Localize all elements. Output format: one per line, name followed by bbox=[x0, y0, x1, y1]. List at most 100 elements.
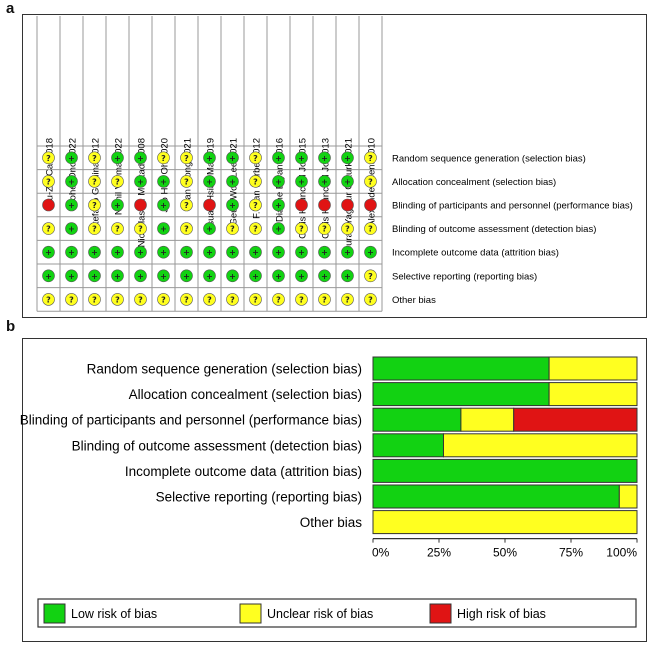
domain-label: Random sequence generation (selection bi… bbox=[392, 153, 586, 164]
judgement-symbol: + bbox=[206, 177, 213, 186]
judgement-symbol: + bbox=[275, 225, 282, 234]
judgement-symbol: ? bbox=[92, 177, 97, 186]
study-label: Chris Hyunchul Jo 2013 bbox=[321, 138, 332, 239]
judgement-low-circle bbox=[272, 198, 285, 212]
x-tick-label: 25% bbox=[427, 546, 451, 560]
judgement-symbol: ? bbox=[138, 295, 143, 304]
study-label: Burak Yagmur Ozturk 2021 bbox=[344, 138, 355, 252]
judgement-low-circle bbox=[42, 269, 55, 283]
judgement-low-circle bbox=[226, 198, 239, 212]
judgement-symbol: ? bbox=[46, 154, 51, 163]
judgement-low-circle bbox=[111, 151, 124, 165]
x-tick-label: 100% bbox=[606, 546, 637, 560]
judgement-symbol: + bbox=[91, 272, 98, 281]
judgement-symbol: + bbox=[68, 154, 75, 163]
judgement-symbol: ? bbox=[184, 225, 189, 234]
judgement-unclear-circle bbox=[42, 151, 55, 165]
judgement-symbol: + bbox=[206, 225, 213, 234]
judgement-unclear-circle bbox=[111, 222, 124, 235]
judgement-high-circle bbox=[134, 198, 147, 212]
judgement-low-circle bbox=[272, 175, 285, 188]
judgement-low-circle bbox=[341, 269, 354, 283]
judgement-low-circle bbox=[65, 151, 78, 165]
judgement-unclear-circle bbox=[88, 175, 101, 188]
domain-label: Blinding of outcome assessment (detectio… bbox=[392, 224, 596, 235]
judgement-low-circle bbox=[111, 269, 124, 283]
judgement-low-circle bbox=[341, 245, 354, 259]
category-label: Incomplete outcome data (attrition bias) bbox=[125, 464, 362, 479]
judgement-symbol: ? bbox=[253, 201, 258, 210]
judgement-unclear-circle bbox=[180, 293, 193, 306]
judgement-unclear-circle bbox=[180, 198, 193, 212]
judgement-symbol: + bbox=[252, 272, 259, 281]
x-tick-label: 0% bbox=[372, 546, 390, 560]
judgement-symbol: + bbox=[68, 248, 75, 257]
judgement-symbol: + bbox=[321, 272, 328, 281]
study-label: You-Zhi Cai 2018 bbox=[45, 138, 56, 211]
judgement-unclear-circle bbox=[88, 293, 101, 306]
judgement-low-circle bbox=[203, 175, 216, 188]
judgement-symbol: + bbox=[229, 154, 236, 163]
judgement-low-circle bbox=[203, 269, 216, 283]
judgement-low-circle bbox=[318, 269, 331, 283]
judgement-unclear-circle bbox=[226, 222, 239, 235]
judgement-symbol: + bbox=[114, 154, 121, 163]
bar-low-segment bbox=[372, 407, 462, 432]
judgement-unclear-circle bbox=[249, 151, 262, 165]
judgement-high-circle bbox=[295, 198, 308, 212]
judgement-low-circle bbox=[134, 245, 147, 259]
judgement-symbol: + bbox=[137, 248, 144, 257]
judgement-symbol: + bbox=[321, 177, 328, 186]
judgement-unclear-circle bbox=[88, 151, 101, 165]
judgement-symbol: ? bbox=[92, 225, 97, 234]
judgement-unclear-circle bbox=[42, 293, 55, 306]
judgement-low-circle bbox=[318, 245, 331, 259]
judgement-unclear-circle bbox=[111, 293, 124, 306]
judgement-symbol: + bbox=[275, 177, 282, 186]
judgement-symbol: + bbox=[160, 201, 167, 210]
domain-label: Allocation concealment (selection bias) bbox=[392, 177, 556, 188]
panel-b-letter: b bbox=[6, 318, 16, 335]
judgement-unclear-circle bbox=[42, 222, 55, 235]
legend-box bbox=[37, 598, 637, 628]
judgement-low-circle bbox=[65, 222, 78, 235]
judgement-symbol: ? bbox=[368, 154, 373, 163]
judgement-symbol: + bbox=[114, 272, 121, 281]
panel-a-letter: a bbox=[6, 0, 15, 17]
judgement-unclear-circle bbox=[249, 222, 262, 235]
bar-low-segment bbox=[372, 433, 444, 458]
judgement-unclear-circle bbox=[65, 293, 78, 306]
category-label: Random sequence generation (selection bi… bbox=[87, 362, 362, 377]
judgement-symbol: + bbox=[68, 272, 75, 281]
judgement-symbol: ? bbox=[46, 225, 51, 234]
judgement-unclear-circle bbox=[88, 222, 101, 235]
judgement-unclear-circle bbox=[341, 222, 354, 235]
judgement-symbol: ? bbox=[115, 225, 120, 234]
bar-low-segment bbox=[372, 356, 550, 381]
bar-unclear-segment bbox=[460, 407, 515, 432]
judgement-symbol: + bbox=[91, 248, 98, 257]
bar-high-segment bbox=[513, 407, 638, 432]
study-label: Chris Hyunchul Jo 2015 bbox=[298, 138, 309, 239]
judgement-low-circle bbox=[226, 245, 239, 259]
judgement-unclear-circle bbox=[134, 222, 147, 235]
judgement-low-circle bbox=[341, 175, 354, 188]
judgement-symbol: ? bbox=[161, 295, 166, 304]
judgement-unclear-circle bbox=[364, 151, 377, 165]
judgement-high-circle bbox=[318, 198, 331, 212]
judgement-symbol: + bbox=[275, 154, 282, 163]
judgement-symbol: + bbox=[298, 154, 305, 163]
study-label: Ivan Wong 2021 bbox=[183, 138, 194, 207]
judgement-symbol: ? bbox=[138, 225, 143, 234]
judgement-unclear-circle bbox=[180, 151, 193, 165]
judgement-high-circle bbox=[364, 198, 377, 212]
judgement-symbol: + bbox=[137, 177, 144, 186]
judgement-low-circle bbox=[226, 269, 239, 283]
judgement-unclear-circle bbox=[157, 151, 170, 165]
judgement-low-circle bbox=[157, 175, 170, 188]
judgement-low-circle bbox=[42, 245, 55, 259]
judgement-low-circle bbox=[134, 269, 147, 283]
judgement-symbol: + bbox=[206, 154, 213, 163]
judgement-symbol: + bbox=[137, 154, 144, 163]
